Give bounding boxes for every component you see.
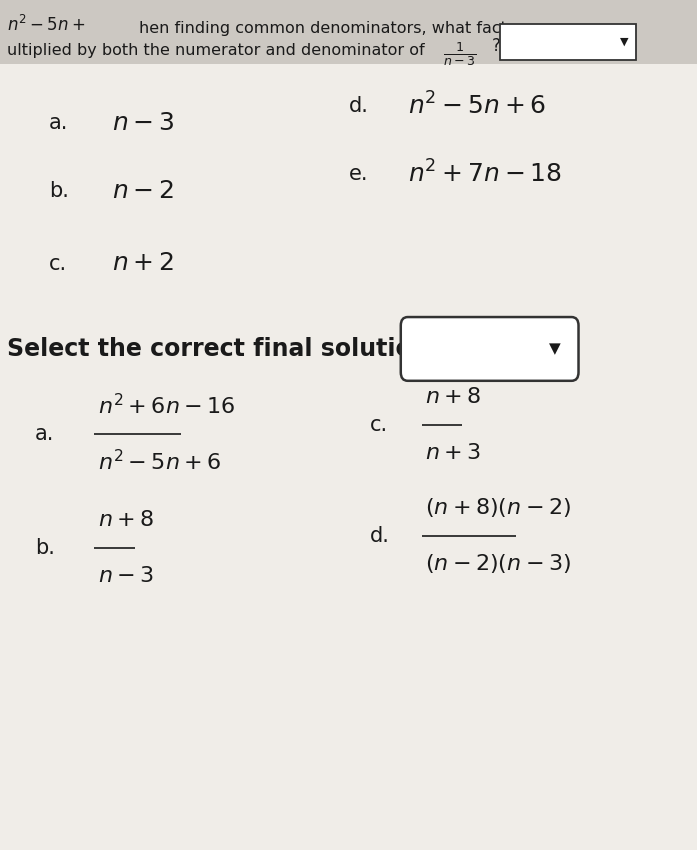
Text: $(n+8)(n-2)$: $(n+8)(n-2)$ <box>425 496 571 519</box>
Text: $n^2+7n-18$: $n^2+7n-18$ <box>408 161 562 188</box>
Text: hen finding common denominators, what facto: hen finding common denominators, what fa… <box>139 21 517 37</box>
Text: $n^2-5n+$: $n^2-5n+$ <box>7 15 85 36</box>
Text: Select the correct final solution?: Select the correct final solution? <box>7 337 442 360</box>
Text: $\frac{1}{n-3}$: $\frac{1}{n-3}$ <box>443 40 476 68</box>
Text: b.: b. <box>49 181 69 201</box>
Text: $n+2$: $n+2$ <box>112 252 174 275</box>
Text: $n-2$: $n-2$ <box>112 179 174 203</box>
Text: ?: ? <box>491 37 500 55</box>
Text: ultiplied by both the numerator and denominator of: ultiplied by both the numerator and deno… <box>7 42 430 58</box>
Text: a.: a. <box>35 423 54 444</box>
Text: ▼: ▼ <box>549 341 560 356</box>
Text: d.: d. <box>348 96 369 116</box>
Text: d.: d. <box>369 525 390 546</box>
Text: $n^2+6n-16$: $n^2+6n-16$ <box>98 393 235 418</box>
Text: $n-3$: $n-3$ <box>112 111 174 135</box>
Text: $n+3$: $n+3$ <box>425 443 481 463</box>
Text: $n+8$: $n+8$ <box>425 387 481 407</box>
FancyBboxPatch shape <box>500 24 636 60</box>
Text: $n-3$: $n-3$ <box>98 566 153 586</box>
Text: e.: e. <box>348 164 368 184</box>
Text: b.: b. <box>35 538 55 558</box>
Text: $n+8$: $n+8$ <box>98 510 153 530</box>
FancyBboxPatch shape <box>401 317 579 381</box>
Text: $n^2-5n+6$: $n^2-5n+6$ <box>408 93 546 120</box>
Text: c.: c. <box>369 415 388 435</box>
Text: $(n-2)(n-3)$: $(n-2)(n-3)$ <box>425 552 571 575</box>
Text: $n^2-5n+6$: $n^2-5n+6$ <box>98 449 221 474</box>
FancyBboxPatch shape <box>0 0 697 64</box>
Text: ▼: ▼ <box>620 37 628 47</box>
Text: c.: c. <box>49 253 67 274</box>
Text: a.: a. <box>49 113 68 133</box>
